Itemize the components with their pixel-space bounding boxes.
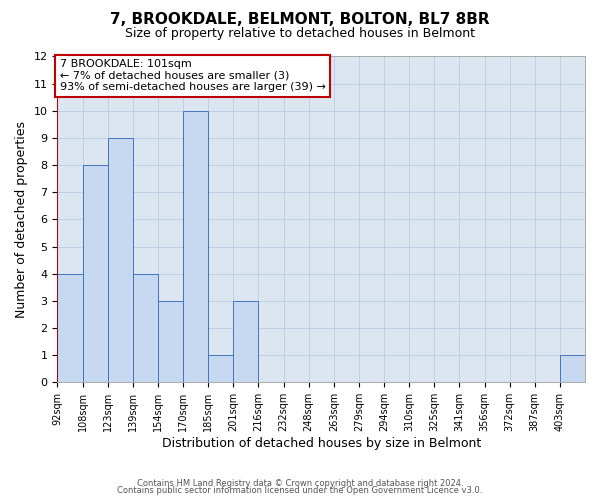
Bar [107, 138, 133, 382]
Text: Contains public sector information licensed under the Open Government Licence v3: Contains public sector information licen… [118, 486, 482, 495]
Bar [158, 301, 183, 382]
Bar [83, 165, 107, 382]
Bar [560, 355, 585, 382]
Text: Size of property relative to detached houses in Belmont: Size of property relative to detached ho… [125, 28, 475, 40]
Y-axis label: Number of detached properties: Number of detached properties [15, 121, 28, 318]
Text: 7 BROOKDALE: 101sqm
← 7% of detached houses are smaller (3)
93% of semi-detached: 7 BROOKDALE: 101sqm ← 7% of detached hou… [60, 59, 326, 92]
X-axis label: Distribution of detached houses by size in Belmont: Distribution of detached houses by size … [161, 437, 481, 450]
Bar [58, 274, 83, 382]
Bar [208, 355, 233, 382]
Text: 7, BROOKDALE, BELMONT, BOLTON, BL7 8BR: 7, BROOKDALE, BELMONT, BOLTON, BL7 8BR [110, 12, 490, 28]
Bar [233, 301, 259, 382]
Bar [183, 111, 208, 382]
Text: Contains HM Land Registry data © Crown copyright and database right 2024.: Contains HM Land Registry data © Crown c… [137, 478, 463, 488]
Bar [133, 274, 158, 382]
